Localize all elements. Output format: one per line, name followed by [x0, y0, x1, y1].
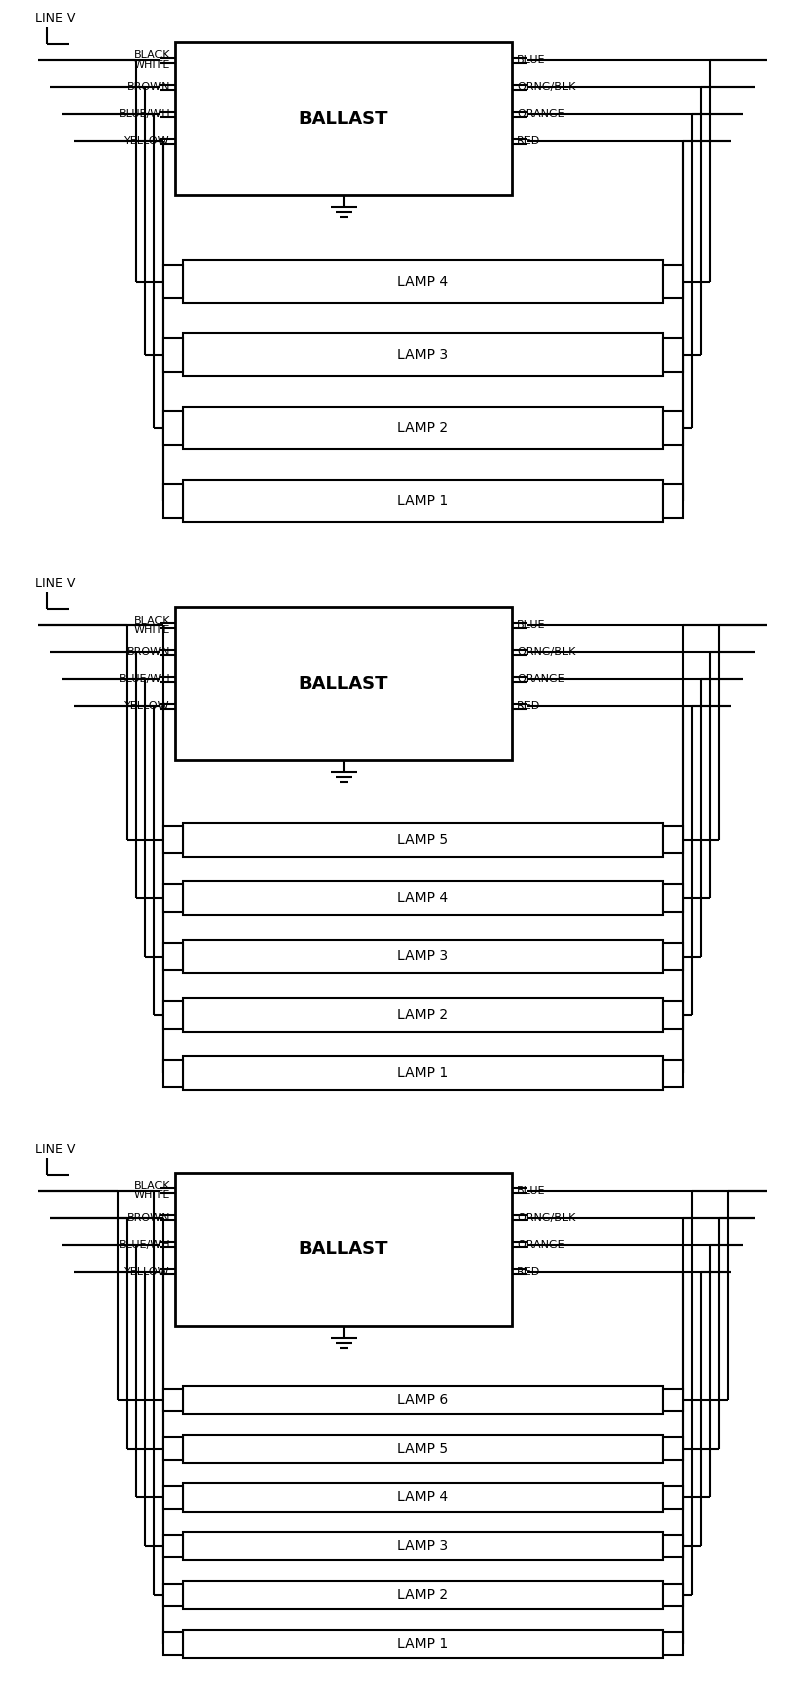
Text: ORNG/BLK: ORNG/BLK — [517, 1213, 575, 1223]
Text: RED: RED — [517, 136, 540, 146]
Text: BLACK
WHITE: BLACK WHITE — [134, 616, 170, 634]
Text: LINE V: LINE V — [35, 12, 75, 25]
Text: BLUE: BLUE — [517, 54, 546, 64]
Bar — [182, 480, 662, 522]
Bar — [662, 1584, 682, 1606]
Text: LAMP 5: LAMP 5 — [397, 1442, 448, 1455]
Bar — [162, 943, 182, 970]
Text: BLUE/WH: BLUE/WH — [118, 109, 170, 119]
Text: LAMP 3: LAMP 3 — [397, 950, 448, 963]
Bar — [662, 483, 682, 517]
Bar — [162, 338, 182, 371]
Bar — [175, 1172, 512, 1326]
Bar — [162, 1632, 182, 1655]
Bar — [662, 1486, 682, 1509]
Bar — [662, 826, 682, 853]
Text: YELLOW: YELLOW — [124, 702, 170, 711]
Text: RED: RED — [517, 702, 540, 711]
Text: BLUE/WH: BLUE/WH — [118, 1240, 170, 1250]
Text: ORNG/BLK: ORNG/BLK — [517, 648, 575, 658]
Bar — [662, 1001, 682, 1028]
Text: BALLAST: BALLAST — [298, 110, 388, 127]
Bar — [662, 338, 682, 371]
Text: LINE V: LINE V — [35, 577, 75, 590]
Bar — [182, 1057, 662, 1091]
Text: BLUE: BLUE — [517, 1186, 546, 1196]
Text: YELLOW: YELLOW — [124, 1267, 170, 1277]
Bar — [662, 1389, 682, 1411]
Bar — [162, 1535, 182, 1557]
Bar — [182, 1581, 662, 1610]
Text: LAMP 1: LAMP 1 — [397, 1067, 448, 1080]
Text: LAMP 6: LAMP 6 — [397, 1392, 448, 1408]
Bar — [162, 1438, 182, 1460]
Text: BROWN: BROWN — [126, 1213, 170, 1223]
Bar — [662, 410, 682, 444]
Text: BLUE/WH: BLUE/WH — [118, 675, 170, 683]
Text: BLUE: BLUE — [517, 621, 546, 631]
Text: LAMP 3: LAMP 3 — [397, 1540, 448, 1554]
Text: LAMP 5: LAMP 5 — [397, 833, 448, 846]
Text: ORANGE: ORANGE — [517, 675, 565, 683]
Bar — [162, 483, 182, 517]
Text: LAMP 2: LAMP 2 — [397, 421, 448, 434]
Text: LAMP 4: LAMP 4 — [397, 1491, 448, 1504]
Bar — [662, 885, 682, 911]
Bar — [662, 1632, 682, 1655]
Bar — [662, 1438, 682, 1460]
Text: LAMP 1: LAMP 1 — [397, 494, 448, 507]
Bar — [662, 1535, 682, 1557]
Bar — [162, 885, 182, 911]
Text: BLACK
WHITE: BLACK WHITE — [134, 51, 170, 70]
Text: BALLAST: BALLAST — [298, 1240, 388, 1258]
Text: BROWN: BROWN — [126, 81, 170, 92]
Bar — [162, 1001, 182, 1028]
Bar — [662, 1060, 682, 1087]
Text: BROWN: BROWN — [126, 648, 170, 658]
Bar — [162, 826, 182, 853]
Bar — [162, 1486, 182, 1509]
Text: LAMP 4: LAMP 4 — [397, 890, 448, 906]
Bar — [182, 1435, 662, 1464]
Bar — [182, 261, 662, 302]
Text: ORNG/BLK: ORNG/BLK — [517, 81, 575, 92]
Text: BLACK
WHITE: BLACK WHITE — [134, 1180, 170, 1201]
Text: ORANGE: ORANGE — [517, 1240, 565, 1250]
Bar — [182, 882, 662, 914]
Text: LAMP 4: LAMP 4 — [397, 275, 448, 288]
Text: ORANGE: ORANGE — [517, 109, 565, 119]
Bar — [182, 997, 662, 1031]
Bar — [175, 607, 512, 760]
Bar — [182, 823, 662, 856]
Text: RED: RED — [517, 1267, 540, 1277]
Text: LAMP 3: LAMP 3 — [397, 348, 448, 361]
Text: LINE V: LINE V — [35, 1143, 75, 1155]
Bar — [662, 265, 682, 298]
Bar — [162, 1060, 182, 1087]
Text: YELLOW: YELLOW — [124, 136, 170, 146]
Bar — [182, 940, 662, 974]
Text: LAMP 2: LAMP 2 — [397, 1007, 448, 1023]
Bar — [162, 265, 182, 298]
Text: LAMP 1: LAMP 1 — [397, 1637, 448, 1650]
Bar — [162, 1389, 182, 1411]
Bar — [182, 334, 662, 377]
Text: BALLAST: BALLAST — [298, 675, 388, 694]
Text: LAMP 2: LAMP 2 — [397, 1587, 448, 1603]
Bar — [162, 410, 182, 444]
Bar — [162, 1584, 182, 1606]
Bar — [175, 42, 512, 195]
Bar — [182, 1531, 662, 1560]
Bar — [662, 943, 682, 970]
Bar — [182, 1484, 662, 1511]
Bar — [182, 1630, 662, 1657]
Bar — [182, 1386, 662, 1414]
Bar — [182, 407, 662, 449]
